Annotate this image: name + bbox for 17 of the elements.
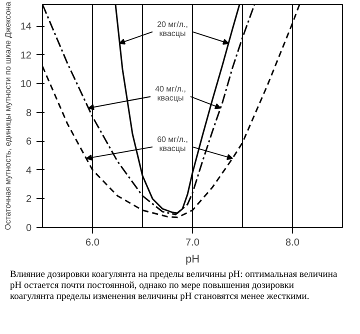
x-tick-label: 6.0 <box>86 238 100 248</box>
y-tick-label: 4 <box>26 165 32 176</box>
x-tick-label: 8.0 <box>286 238 300 248</box>
y-tick-label: 2 <box>26 194 32 206</box>
annotation: 40 мг/л., квасцы <box>155 84 186 103</box>
y-axis-title: Остаточная мутность, единицы мутности по шкале Джексона <box>3 1 12 230</box>
x-axis-title: pH <box>185 254 200 266</box>
annotation: 20 мг/л., квасцы <box>157 20 188 38</box>
y-tick-label: 8 <box>26 108 32 119</box>
y-tick-label: 14 <box>20 22 32 33</box>
y-tick-label: 6 <box>26 136 32 148</box>
text: Влияние дозировки коагулянта на пределы величины pH: оптимальная величина pH остается почти постоянной, однако по мере повышения дозировки коагулянта пределы изменения величины pH становятся менее жесткими. <box>10 270 338 303</box>
annotation: 60 мг/л., квасцы <box>157 135 188 154</box>
y-tick-label: 12 <box>20 50 32 62</box>
y-tick-label: 10 <box>20 79 32 90</box>
y-tick-label: 0 <box>26 223 32 234</box>
x-tick-label: 7.0 <box>186 238 200 248</box>
